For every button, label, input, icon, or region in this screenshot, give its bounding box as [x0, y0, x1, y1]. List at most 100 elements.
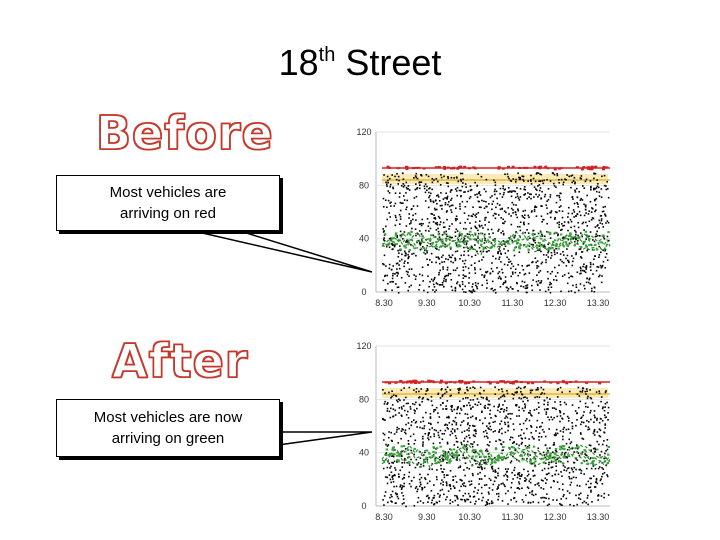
arrival-point: [474, 234, 477, 236]
arrival-point: [564, 178, 566, 180]
arrival-point: [556, 389, 559, 391]
arrival-point: [389, 281, 392, 283]
arrival-point: [582, 243, 585, 245]
arrival-point: [484, 217, 486, 219]
arrival-point: [414, 278, 417, 280]
arrival-point: [488, 493, 490, 495]
arrival-point: [564, 451, 567, 454]
arrival-point: [479, 419, 481, 421]
arrival-point: [389, 185, 391, 188]
arrival-point: [524, 445, 527, 447]
arrival-point: [405, 181, 408, 184]
arrival-point: [606, 220, 609, 222]
arrival-point: [394, 474, 396, 477]
arrival-point: [434, 216, 436, 219]
arrival-point: [539, 426, 541, 428]
red-mark: [501, 167, 505, 170]
arrival-point: [561, 275, 564, 277]
arrival-point: [410, 421, 413, 423]
arrival-point: [401, 486, 403, 489]
arrival-point: [436, 221, 439, 224]
arrival-point: [493, 179, 495, 182]
arrival-point: [568, 242, 571, 245]
green-mark: [554, 231, 557, 234]
arrival-point: [387, 444, 390, 446]
arrival-point: [474, 428, 477, 431]
red-mark: [463, 165, 467, 168]
green-mark: [554, 459, 558, 462]
arrival-point: [404, 260, 406, 263]
arrival-point: [405, 208, 407, 211]
green-mark: [429, 234, 433, 237]
arrival-point: [441, 388, 443, 390]
arrival-point: [415, 172, 418, 175]
arrival-point: [490, 428, 492, 431]
arrival-point: [482, 227, 484, 229]
arrival-point: [491, 467, 493, 469]
arrival-point: [419, 473, 421, 476]
arrival-point: [555, 465, 557, 467]
arrival-point: [506, 475, 508, 477]
red-mark: [561, 380, 565, 383]
arrival-point: [606, 438, 609, 441]
arrival-point: [483, 435, 486, 438]
arrival-point: [391, 404, 394, 406]
arrival-point: [487, 458, 489, 461]
red-mark: [388, 382, 392, 385]
arrival-point: [548, 463, 550, 466]
arrival-point: [394, 467, 396, 469]
arrival-point: [430, 252, 433, 255]
arrival-point: [400, 488, 403, 490]
arrival-point: [452, 269, 455, 272]
arrival-point: [512, 212, 514, 214]
arrival-point: [498, 246, 501, 248]
arrival-point: [574, 291, 576, 294]
arrival-point: [394, 192, 397, 194]
arrival-point: [570, 275, 572, 277]
arrival-point: [543, 235, 546, 238]
arrival-point: [501, 196, 504, 198]
arrival-point: [536, 387, 539, 389]
green-mark: [407, 243, 410, 246]
arrival-point: [556, 396, 559, 398]
arrival-point: [535, 493, 537, 496]
arrival-point: [491, 195, 493, 197]
arrival-point: [470, 227, 473, 230]
arrival-point: [514, 271, 517, 274]
arrival-point: [399, 484, 402, 486]
arrival-point: [556, 415, 559, 418]
green-mark: [533, 457, 536, 460]
arrival-point: [449, 502, 451, 505]
arrival-point: [510, 195, 513, 198]
arrival-point: [398, 196, 401, 198]
arrival-point: [543, 454, 546, 456]
arrival-point: [523, 186, 526, 188]
arrival-point: [509, 417, 512, 420]
arrival-point: [517, 487, 520, 489]
arrival-point: [592, 239, 594, 241]
arrival-point: [597, 494, 600, 496]
arrival-point: [420, 242, 422, 245]
arrival-point: [487, 491, 490, 494]
arrival-point: [596, 440, 599, 443]
arrival-point: [423, 458, 425, 461]
arrival-point: [428, 191, 430, 194]
arrival-point: [392, 480, 395, 483]
arrival-point: [526, 287, 528, 290]
arrival-point: [446, 424, 449, 426]
arrival-point: [525, 494, 527, 497]
arrival-point: [510, 207, 513, 210]
arrival-point: [391, 395, 393, 398]
green-mark: [574, 447, 577, 450]
arrival-point: [406, 273, 409, 276]
arrival-point: [587, 421, 590, 423]
arrival-point: [487, 437, 489, 439]
arrival-point: [584, 208, 587, 211]
arrival-point: [485, 484, 488, 486]
arrival-point: [460, 485, 462, 488]
arrival-point: [385, 225, 387, 228]
arrival-point: [590, 477, 592, 480]
arrival-point: [403, 184, 406, 187]
arrival-point: [432, 283, 435, 286]
arrival-point: [389, 216, 392, 218]
